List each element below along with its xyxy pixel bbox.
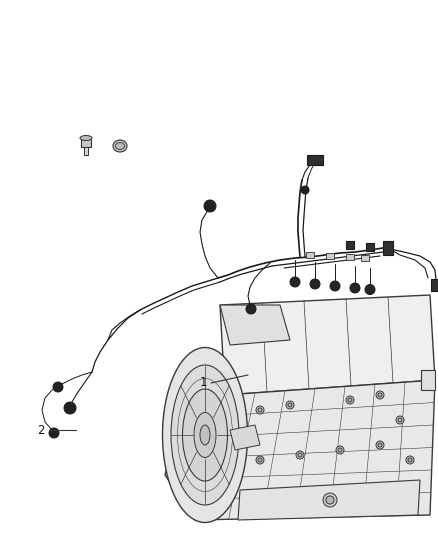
- Bar: [346, 241, 354, 249]
- Polygon shape: [230, 425, 260, 450]
- Ellipse shape: [116, 142, 124, 149]
- Polygon shape: [220, 295, 435, 395]
- Polygon shape: [165, 350, 225, 520]
- Circle shape: [338, 448, 342, 452]
- Circle shape: [288, 403, 292, 407]
- Polygon shape: [195, 380, 435, 520]
- Circle shape: [376, 441, 384, 449]
- Bar: [84, 147, 88, 155]
- Circle shape: [398, 418, 402, 422]
- Ellipse shape: [200, 425, 210, 445]
- Circle shape: [290, 277, 300, 287]
- Circle shape: [301, 186, 309, 194]
- Circle shape: [296, 451, 304, 459]
- Bar: [431, 279, 438, 291]
- Circle shape: [256, 456, 264, 464]
- Circle shape: [53, 382, 63, 392]
- Circle shape: [378, 443, 382, 447]
- Bar: [346, 254, 354, 260]
- Text: 2: 2: [37, 424, 45, 437]
- Polygon shape: [220, 305, 290, 345]
- Bar: [361, 255, 369, 261]
- Circle shape: [408, 458, 412, 462]
- Bar: [307, 155, 323, 165]
- Circle shape: [256, 406, 264, 414]
- Circle shape: [326, 496, 334, 504]
- Ellipse shape: [162, 348, 247, 522]
- Circle shape: [346, 396, 354, 404]
- Circle shape: [310, 279, 320, 289]
- Circle shape: [323, 493, 337, 507]
- Ellipse shape: [113, 140, 127, 152]
- Bar: [383, 241, 393, 255]
- Circle shape: [396, 416, 404, 424]
- Circle shape: [204, 200, 216, 212]
- Circle shape: [49, 428, 59, 438]
- Circle shape: [406, 456, 414, 464]
- Polygon shape: [238, 480, 420, 520]
- Circle shape: [258, 458, 262, 462]
- Ellipse shape: [171, 365, 239, 505]
- Circle shape: [376, 391, 384, 399]
- Circle shape: [298, 453, 302, 457]
- Bar: [366, 243, 374, 251]
- Bar: [306, 252, 314, 258]
- Circle shape: [350, 283, 360, 293]
- Text: 1: 1: [199, 376, 207, 390]
- Circle shape: [64, 402, 76, 414]
- Circle shape: [246, 304, 256, 314]
- Ellipse shape: [183, 389, 227, 481]
- Bar: [326, 253, 334, 259]
- Bar: [81, 139, 91, 147]
- Circle shape: [348, 398, 352, 402]
- Ellipse shape: [80, 135, 92, 141]
- Bar: [421, 370, 435, 390]
- Circle shape: [336, 446, 344, 454]
- Circle shape: [365, 285, 375, 295]
- Ellipse shape: [194, 413, 216, 457]
- Circle shape: [286, 401, 294, 409]
- Circle shape: [378, 393, 382, 397]
- Circle shape: [258, 408, 262, 412]
- Circle shape: [330, 281, 340, 291]
